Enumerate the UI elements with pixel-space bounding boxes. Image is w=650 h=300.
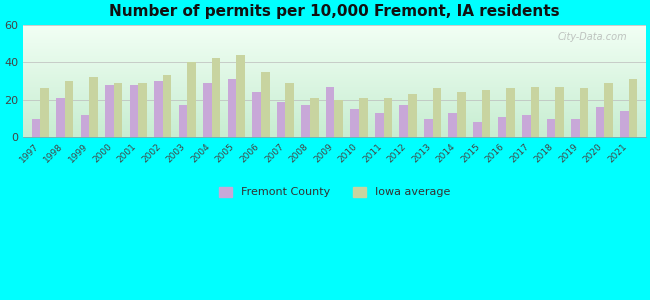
Bar <box>580 88 588 137</box>
Bar <box>154 81 163 137</box>
Bar <box>163 75 172 137</box>
Bar <box>114 83 122 137</box>
Bar <box>105 85 114 137</box>
Bar <box>482 90 490 137</box>
Bar <box>448 113 457 137</box>
Bar <box>384 98 392 137</box>
Bar <box>302 105 310 137</box>
Bar <box>277 102 285 137</box>
Title: Number of permits per 10,000 Fremont, IA residents: Number of permits per 10,000 Fremont, IA… <box>109 4 560 19</box>
Bar <box>555 87 564 137</box>
Bar <box>408 94 417 137</box>
Legend: Fremont County, Iowa average: Fremont County, Iowa average <box>219 187 450 197</box>
Bar <box>547 118 555 137</box>
Bar <box>310 98 318 137</box>
Bar <box>179 105 187 137</box>
Bar <box>32 118 40 137</box>
Bar <box>203 83 212 137</box>
Bar <box>400 105 408 137</box>
Bar <box>473 122 482 137</box>
Bar <box>604 83 613 137</box>
Bar <box>285 83 294 137</box>
Bar <box>335 100 343 137</box>
Bar <box>57 98 65 137</box>
Bar <box>432 88 441 137</box>
Bar <box>326 87 335 137</box>
Bar <box>89 77 98 137</box>
Bar <box>629 79 637 137</box>
Bar <box>212 58 220 137</box>
Bar <box>138 83 147 137</box>
Bar <box>130 85 138 137</box>
Bar <box>237 55 245 137</box>
Bar <box>187 62 196 137</box>
Bar <box>595 107 604 137</box>
Bar <box>228 79 237 137</box>
Bar <box>252 92 261 137</box>
Bar <box>457 92 465 137</box>
Bar <box>424 118 432 137</box>
Bar <box>506 88 515 137</box>
Bar <box>359 98 368 137</box>
Bar <box>350 109 359 137</box>
Bar <box>620 111 629 137</box>
Bar <box>261 71 270 137</box>
Bar <box>497 117 506 137</box>
Bar <box>522 115 530 137</box>
Bar <box>40 88 49 137</box>
Bar <box>65 81 73 137</box>
Text: City-Data.com: City-Data.com <box>558 32 627 42</box>
Bar <box>81 115 89 137</box>
Bar <box>571 118 580 137</box>
Bar <box>530 87 540 137</box>
Bar <box>375 113 383 137</box>
